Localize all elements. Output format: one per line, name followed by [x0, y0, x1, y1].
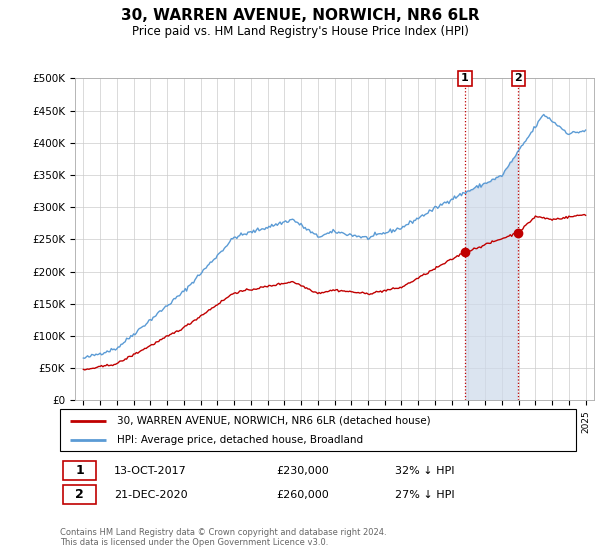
- FancyBboxPatch shape: [62, 485, 96, 504]
- FancyBboxPatch shape: [62, 461, 96, 480]
- Text: HPI: Average price, detached house, Broadland: HPI: Average price, detached house, Broa…: [117, 435, 363, 445]
- Text: £230,000: £230,000: [277, 466, 329, 476]
- Text: 30, WARREN AVENUE, NORWICH, NR6 6LR (detached house): 30, WARREN AVENUE, NORWICH, NR6 6LR (det…: [117, 416, 430, 426]
- Text: 2: 2: [75, 488, 84, 501]
- Text: £260,000: £260,000: [277, 489, 329, 500]
- Text: 32% ↓ HPI: 32% ↓ HPI: [395, 466, 455, 476]
- Text: Price paid vs. HM Land Registry's House Price Index (HPI): Price paid vs. HM Land Registry's House …: [131, 25, 469, 38]
- Text: 27% ↓ HPI: 27% ↓ HPI: [395, 489, 455, 500]
- Text: 21-DEC-2020: 21-DEC-2020: [114, 489, 188, 500]
- Text: 13-OCT-2017: 13-OCT-2017: [114, 466, 187, 476]
- Text: 1: 1: [75, 464, 84, 477]
- Text: Contains HM Land Registry data © Crown copyright and database right 2024.
This d: Contains HM Land Registry data © Crown c…: [60, 528, 386, 547]
- Text: 2: 2: [514, 73, 522, 83]
- Text: 30, WARREN AVENUE, NORWICH, NR6 6LR: 30, WARREN AVENUE, NORWICH, NR6 6LR: [121, 8, 479, 24]
- FancyBboxPatch shape: [60, 409, 576, 451]
- Text: 1: 1: [461, 73, 469, 83]
